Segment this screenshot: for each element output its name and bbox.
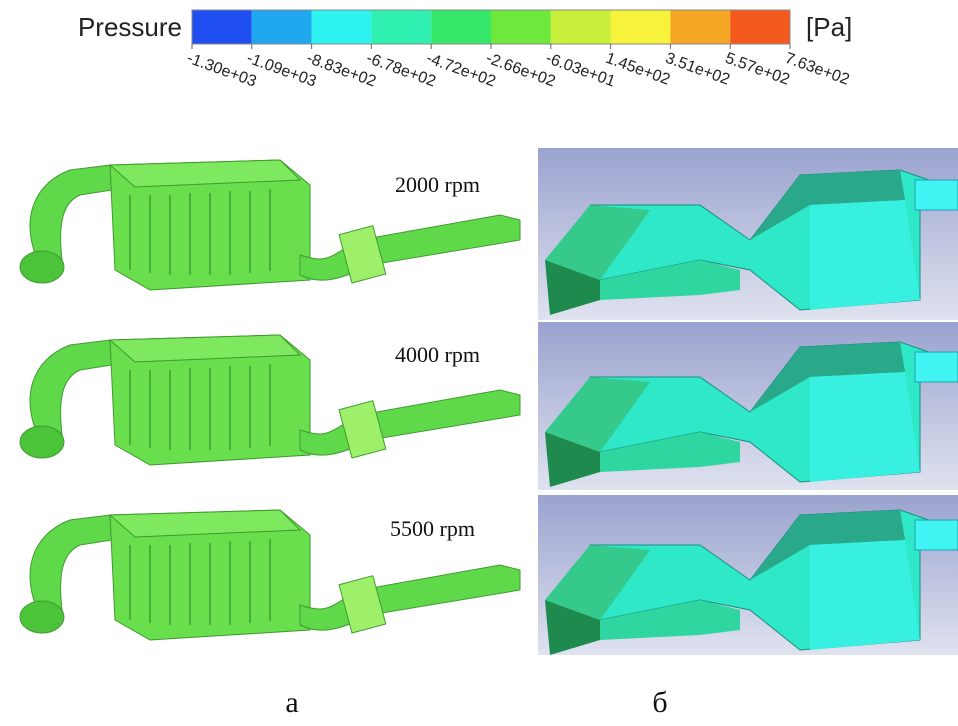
colorbar-segment: [670, 10, 731, 44]
colorbar: -1.30e+03-1.09e+03-8.83e+02-6.78e+02-4.7…: [185, 9, 852, 91]
colorbar-segment: [311, 10, 372, 44]
render-row: [19, 322, 958, 490]
panel-label: б: [652, 686, 667, 719]
colorbar-segment: [610, 10, 671, 44]
rpm-label: 4000 rpm: [395, 342, 480, 367]
rpm-label: 2000 rpm: [395, 172, 480, 197]
tick-label: 7.63e+02: [783, 50, 852, 89]
colorbar-segment: [192, 10, 252, 44]
tick-label: 3.51e+02: [663, 50, 732, 89]
legend-title: Pressure: [78, 12, 182, 42]
colorbar-segment: [371, 10, 432, 44]
colorbar-segment: [550, 10, 611, 44]
render-row: [19, 495, 958, 656]
colorbar-segment: [491, 10, 551, 44]
colorbar-segment: [730, 10, 790, 44]
render-row: [19, 148, 958, 320]
colorbar-segment: [251, 10, 312, 44]
panel-label: а: [285, 686, 298, 719]
rpm-label: 5500 rpm: [390, 516, 475, 541]
colorbar-segment: [431, 10, 491, 44]
legend-unit: [Pa]: [806, 12, 852, 42]
tick-label: 5.57e+02: [723, 50, 792, 89]
